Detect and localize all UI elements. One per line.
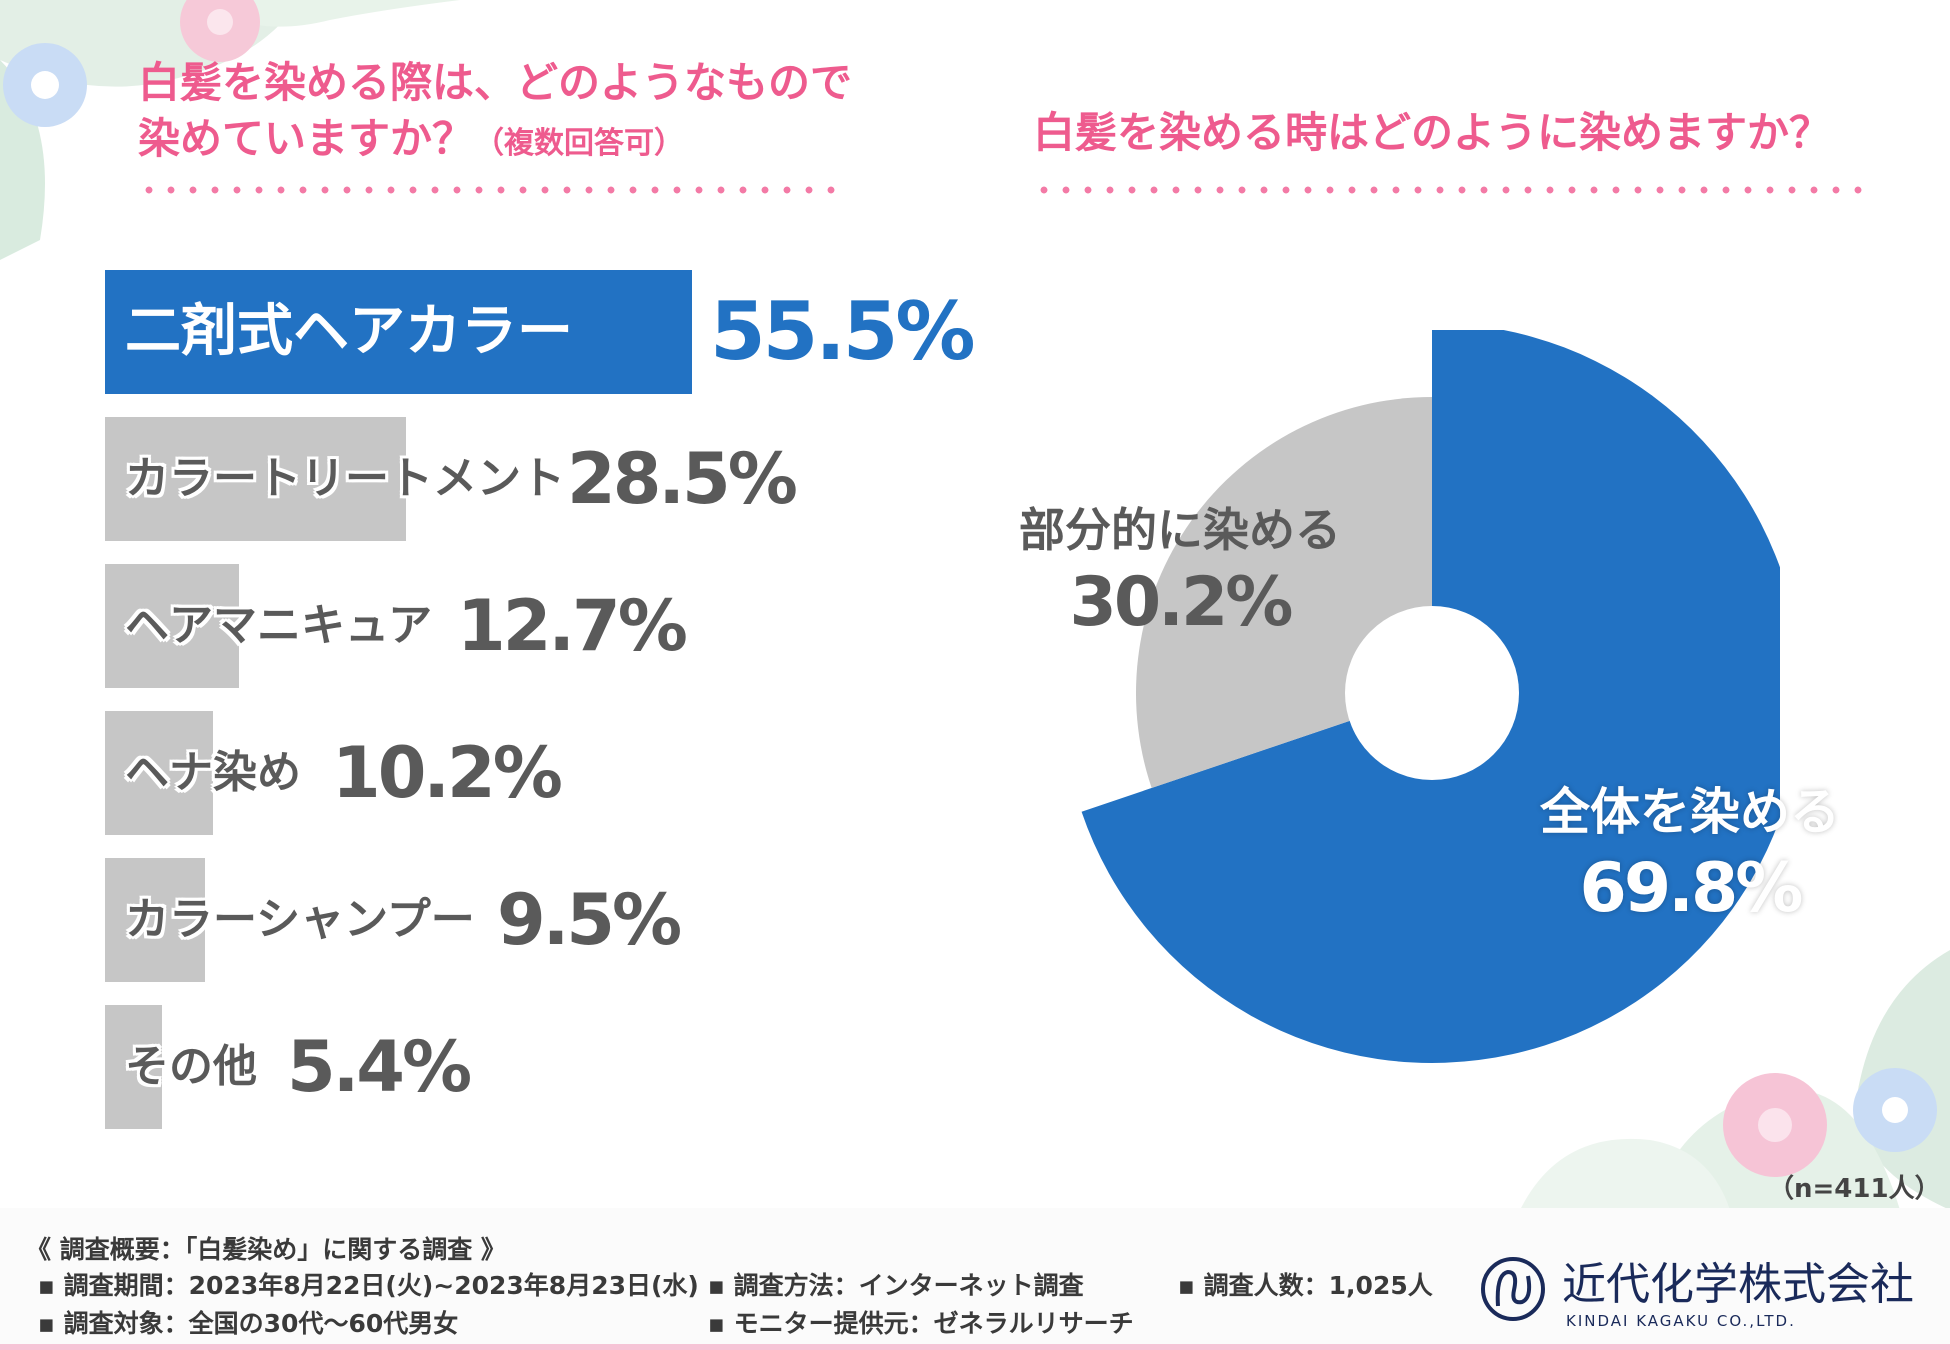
bar-row: ヘアマニキュア 12.7% (105, 564, 1005, 688)
bar-4 (105, 711, 213, 835)
company-name: 近代化学株式会社 (1562, 1259, 1914, 1310)
bar-row: その他 5.4% (105, 1005, 1005, 1129)
bar-1 (105, 270, 692, 394)
pie-label-partial-name: 部分的に染める (1019, 503, 1341, 557)
bar-2 (105, 417, 407, 541)
bar-label: カラーシャンプー (125, 894, 475, 945)
donut-hole (1345, 606, 1519, 780)
footer-provider: ▪ モニター提供元：ゼネラルリサーチ (708, 1309, 1134, 1338)
bar-value-label: 9.5% (497, 879, 682, 961)
pie-chart-title: 白髪を染める時はどのように染めますか？ (1033, 108, 1832, 157)
footer-method: ▪ 調査方法：インターネット調査 (708, 1271, 1084, 1300)
pie-label-partial-value: 30.2% (1069, 563, 1294, 642)
pie-chart-title-divider (1033, 186, 1863, 194)
bar-row: カラーシャンプー 9.5% (105, 858, 1005, 982)
bar-chart-title-divider (138, 186, 848, 194)
company-name-english: KINDAI KAGAKU CO.,LTD. (1566, 1312, 1796, 1330)
bar-label: その他 (125, 1041, 257, 1092)
pie-label-whole: 全体を染める 69.8% (1490, 780, 1890, 934)
bar-value-label: 12.7% (457, 585, 688, 667)
bar-value-label: 55.5% (710, 285, 976, 378)
footer-heading: 《 調査概要：「白髪染め」に関する調査 》 (26, 1235, 506, 1264)
bar-chart-title-line2: 染めていますか？ (138, 114, 475, 163)
footer-bottom-border (0, 1344, 1950, 1350)
bar-3 (105, 564, 240, 688)
bar-chart-title: 白髪を染める際は、どのようなもので 染めていますか？（複数回答可） (138, 55, 852, 172)
bar-row: 二剤式ヘアカラー 55.5% (105, 270, 1005, 394)
bar-chart-title-note: （複数回答可） (474, 126, 685, 161)
sample-size-note: （n=411人） (1768, 1174, 1941, 1204)
survey-footer: 《 調査概要：「白髪染め」に関する調査 》 ▪ 調査期間：2023年8月22日(… (0, 1208, 1950, 1350)
pie-label-whole-value: 69.8% (1579, 849, 1804, 928)
footer-count: ▪ 調査人数：1,025人 (1178, 1271, 1433, 1300)
bar-label: ヘナ染め (125, 747, 301, 798)
bar-row: カラートリートメント 28.5% (105, 417, 1005, 541)
bar-value-label: 5.4% (287, 1026, 472, 1108)
company-logo-icon (1481, 1257, 1545, 1321)
footer-period: ▪ 調査期間：2023年8月22日(火)~2023年8月23日(水) (38, 1271, 699, 1300)
pie-label-partial: 部分的に染める 30.2% (1000, 500, 1360, 646)
bar-label: 二剤式ヘアカラー (125, 299, 573, 364)
bar-6 (105, 1005, 163, 1129)
bar-label: カラートリートメント (125, 453, 565, 504)
bar-row: ヘナ染め 10.2% (105, 711, 1005, 835)
bar-value-label: 10.2% (332, 732, 563, 814)
footer-target: ▪ 調査対象：全国の30代～60代男女 (38, 1309, 459, 1338)
bar-label: ヘアマニキュア (125, 600, 433, 651)
bar-value-label: 28.5% (567, 438, 798, 520)
bar-5 (105, 858, 206, 982)
pie-label-whole-name: 全体を染める (1540, 783, 1840, 841)
bar-chart-title-line1: 白髪を染める際は、どのようなもので (138, 58, 853, 107)
donut-chart (1081, 330, 1780, 1063)
